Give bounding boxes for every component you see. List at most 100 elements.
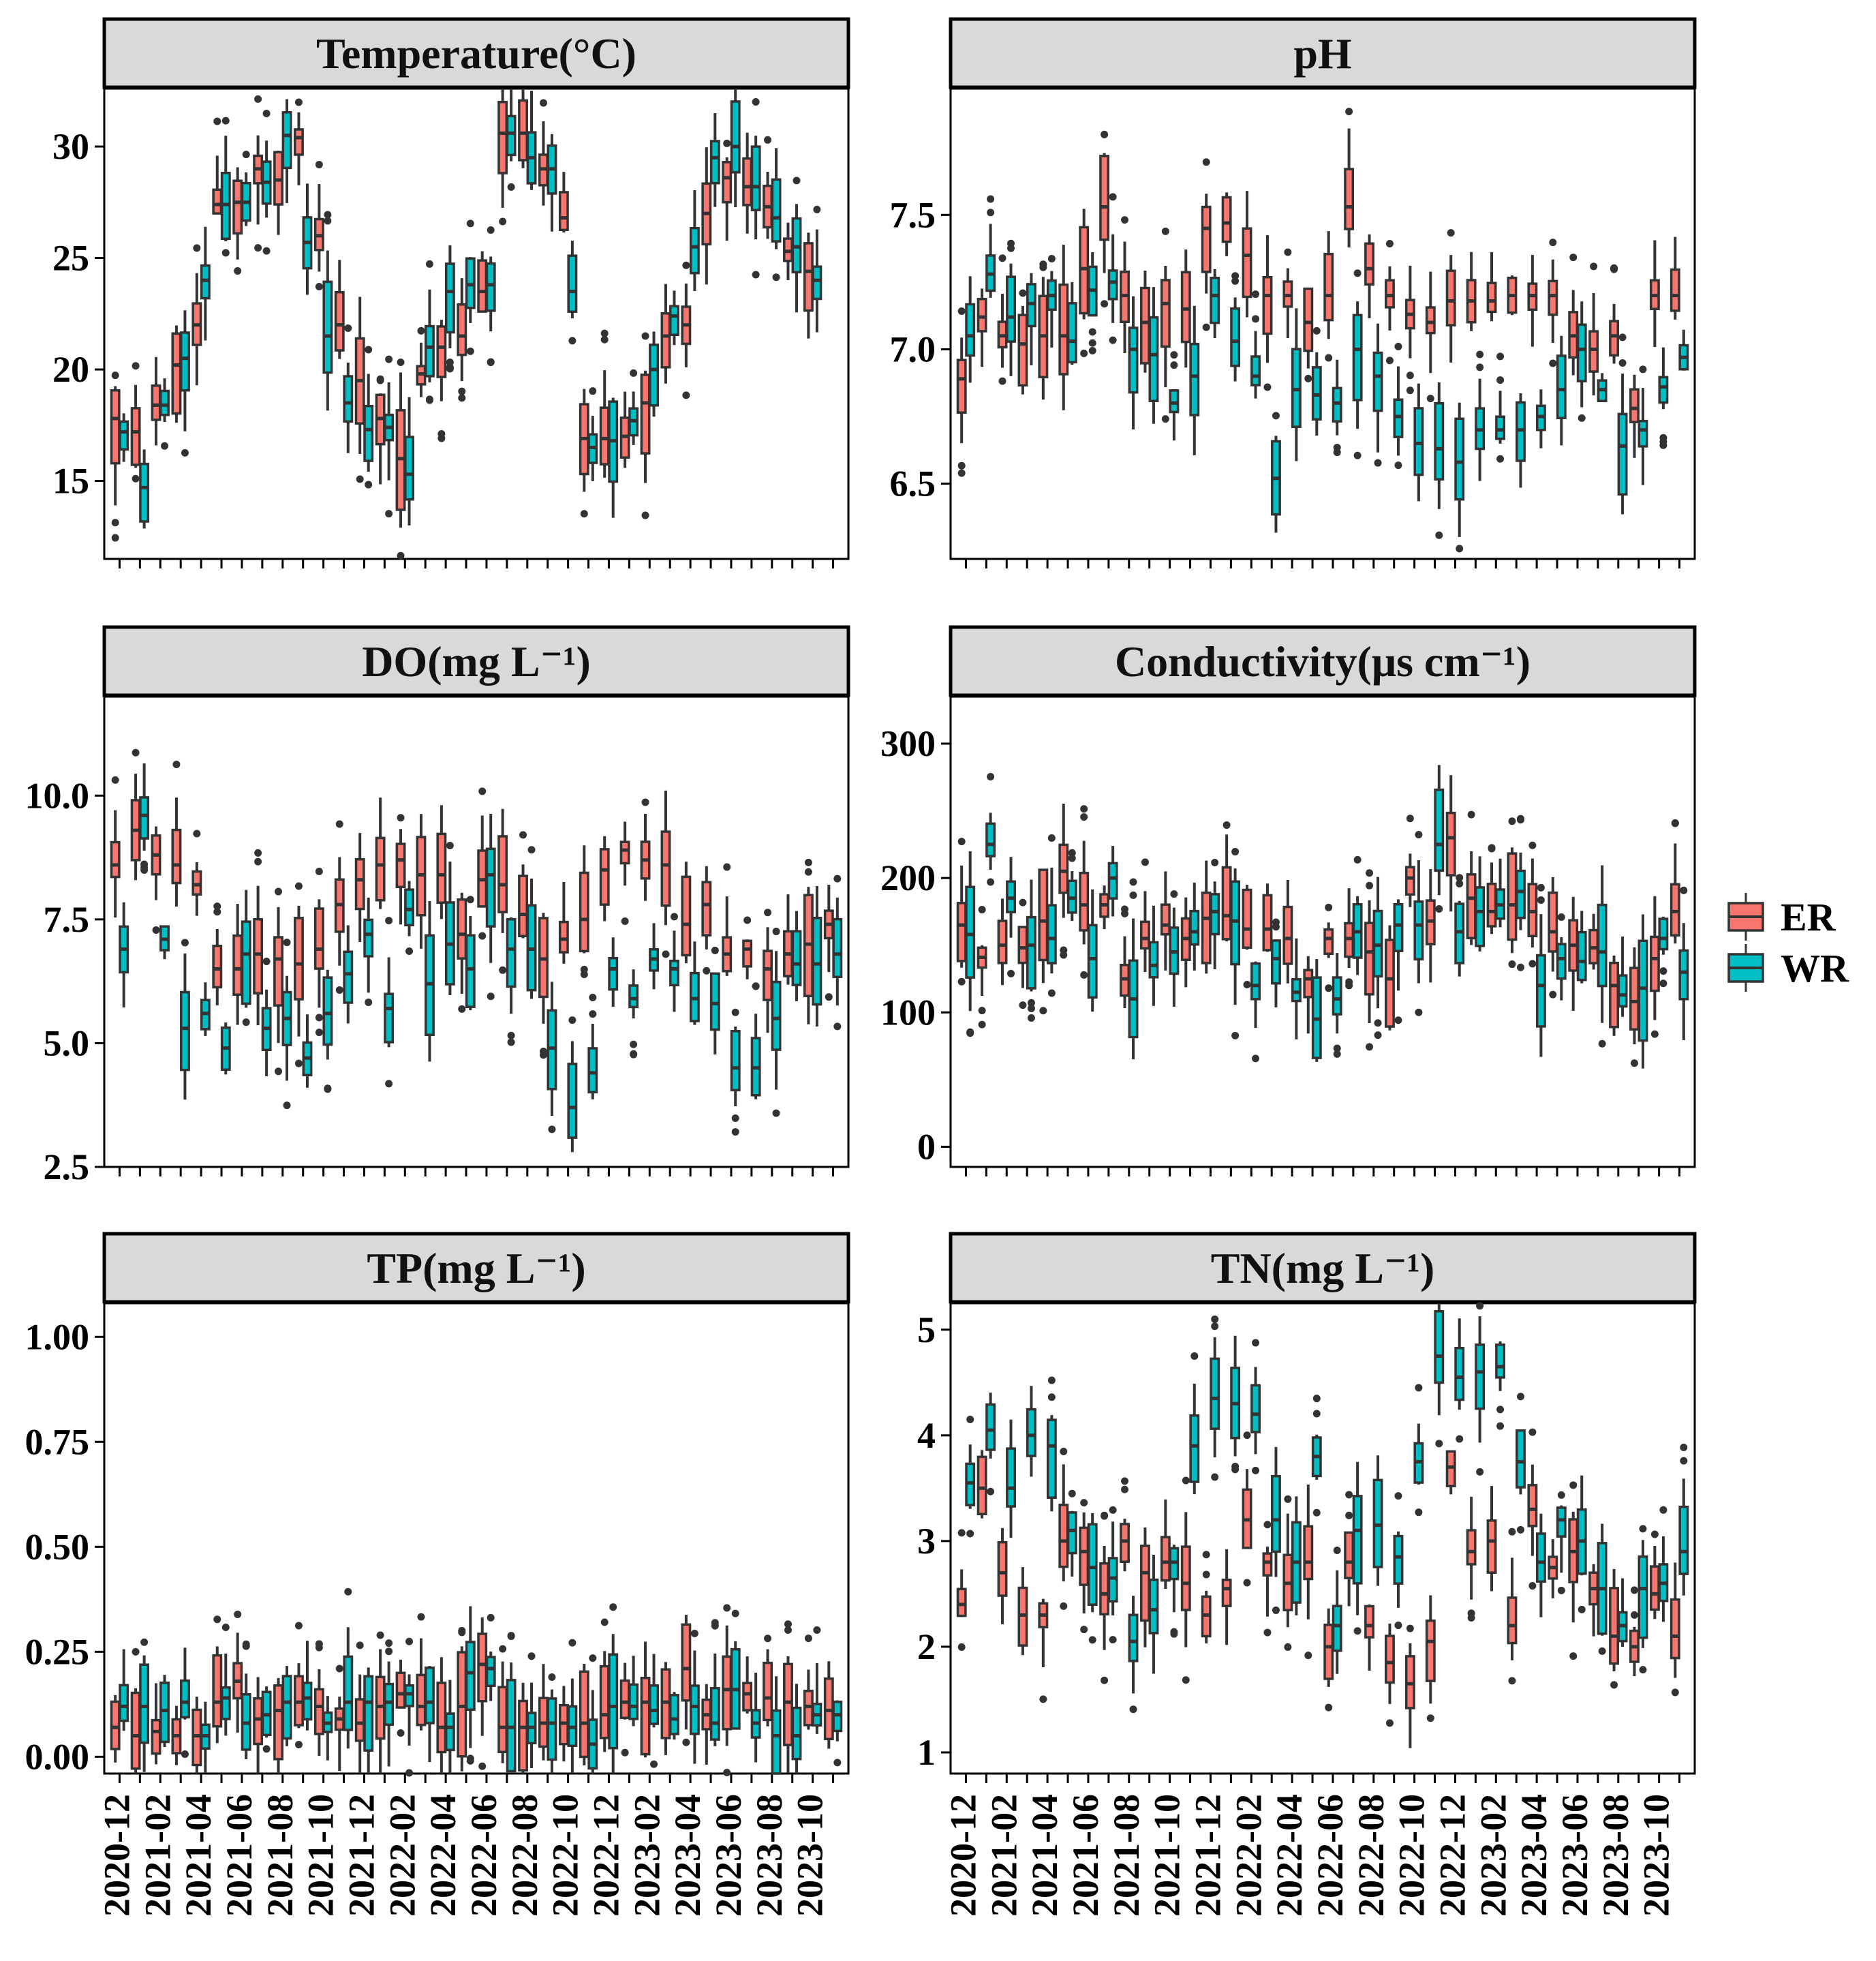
outlier [1598, 1039, 1606, 1048]
WR-box [119, 902, 129, 1008]
ER-box [742, 1656, 753, 1714]
WR-box [281, 939, 292, 1110]
outlier [1211, 858, 1219, 866]
outlier [957, 1643, 966, 1651]
box [1413, 900, 1424, 961]
outlier [376, 375, 384, 383]
box [1588, 330, 1599, 373]
WR-box [985, 772, 996, 886]
ER-box [334, 1664, 345, 1772]
WR-box [1678, 329, 1689, 371]
outlier [446, 365, 454, 373]
box [1475, 886, 1486, 947]
box [485, 1656, 496, 1688]
x-tick-label: 2021-10 [1147, 1794, 1188, 1917]
WR-box [1658, 1506, 1669, 1622]
box [1548, 279, 1558, 316]
outlier [1312, 326, 1321, 335]
ER-box [701, 866, 712, 975]
outlier [1047, 834, 1056, 842]
box [1099, 1562, 1110, 1616]
outlier [772, 928, 780, 936]
outlier [1456, 874, 1464, 882]
box [1445, 269, 1456, 326]
y-tick-label: 200 [880, 857, 936, 898]
box [151, 384, 162, 421]
ER-box [294, 882, 304, 1067]
outlier [181, 1750, 189, 1759]
WR-box [1169, 351, 1180, 441]
box [110, 389, 121, 465]
outlier [1088, 328, 1096, 336]
WR-box [709, 946, 720, 1054]
outlier [1639, 1525, 1647, 1533]
outlier [833, 875, 842, 883]
outlier [397, 359, 405, 367]
outlier [1060, 946, 1068, 954]
box [404, 1684, 414, 1707]
WR-box [1576, 911, 1587, 984]
WR-box [159, 1675, 170, 1748]
ER-box [619, 821, 630, 925]
outlier [1406, 386, 1414, 395]
outlier [1659, 438, 1667, 446]
box [1445, 1450, 1456, 1488]
WR-box [1516, 1393, 1526, 1534]
outlier [1680, 886, 1688, 894]
WR-box [1658, 347, 1669, 449]
box [1445, 811, 1456, 877]
box [220, 1686, 231, 1720]
box [518, 1699, 528, 1772]
outlier [1272, 412, 1280, 420]
box [1434, 401, 1445, 481]
box [1516, 1429, 1526, 1489]
outlier [548, 1673, 556, 1682]
WR-box [1271, 412, 1281, 533]
ER-box [232, 167, 243, 275]
box [313, 907, 324, 970]
box [457, 1651, 467, 1758]
outlier [1007, 244, 1015, 252]
outlier [1366, 881, 1374, 890]
WR-box [526, 91, 537, 190]
outlier [743, 916, 752, 924]
x-tick-label: 2022-12 [1432, 1794, 1473, 1917]
outlier [324, 211, 332, 219]
WR-box [200, 1701, 211, 1774]
box [1364, 922, 1374, 996]
WR-box [281, 99, 292, 203]
box [1658, 376, 1669, 404]
box [1486, 282, 1497, 314]
box [812, 917, 822, 1006]
WR-box [1128, 1596, 1139, 1714]
WR-box [404, 397, 414, 526]
outlier [1121, 1485, 1129, 1493]
WR-box [506, 1632, 517, 1773]
WR-box [322, 969, 333, 1093]
box [1180, 1545, 1191, 1611]
WR-box [1516, 393, 1526, 488]
outlier [1345, 108, 1353, 116]
WR-box [669, 1692, 679, 1740]
box [1140, 286, 1150, 365]
box [1058, 1504, 1069, 1568]
outlier [723, 1604, 731, 1612]
ER-box [1548, 877, 1558, 999]
outlier [711, 946, 719, 954]
ER-box [977, 1450, 987, 1519]
outlier [1415, 1508, 1423, 1517]
box [1466, 873, 1477, 940]
box [1466, 1529, 1477, 1566]
outlier [690, 1629, 698, 1637]
outlier [478, 787, 487, 795]
outlier [1467, 810, 1475, 819]
WR-box [669, 290, 679, 346]
box [812, 265, 822, 301]
plot-area [103, 695, 850, 1168]
ER-box [354, 297, 365, 483]
outlier [1272, 923, 1280, 931]
WR-box [1393, 899, 1404, 1024]
box [1107, 269, 1118, 301]
box [1006, 275, 1016, 343]
box [1017, 926, 1028, 964]
